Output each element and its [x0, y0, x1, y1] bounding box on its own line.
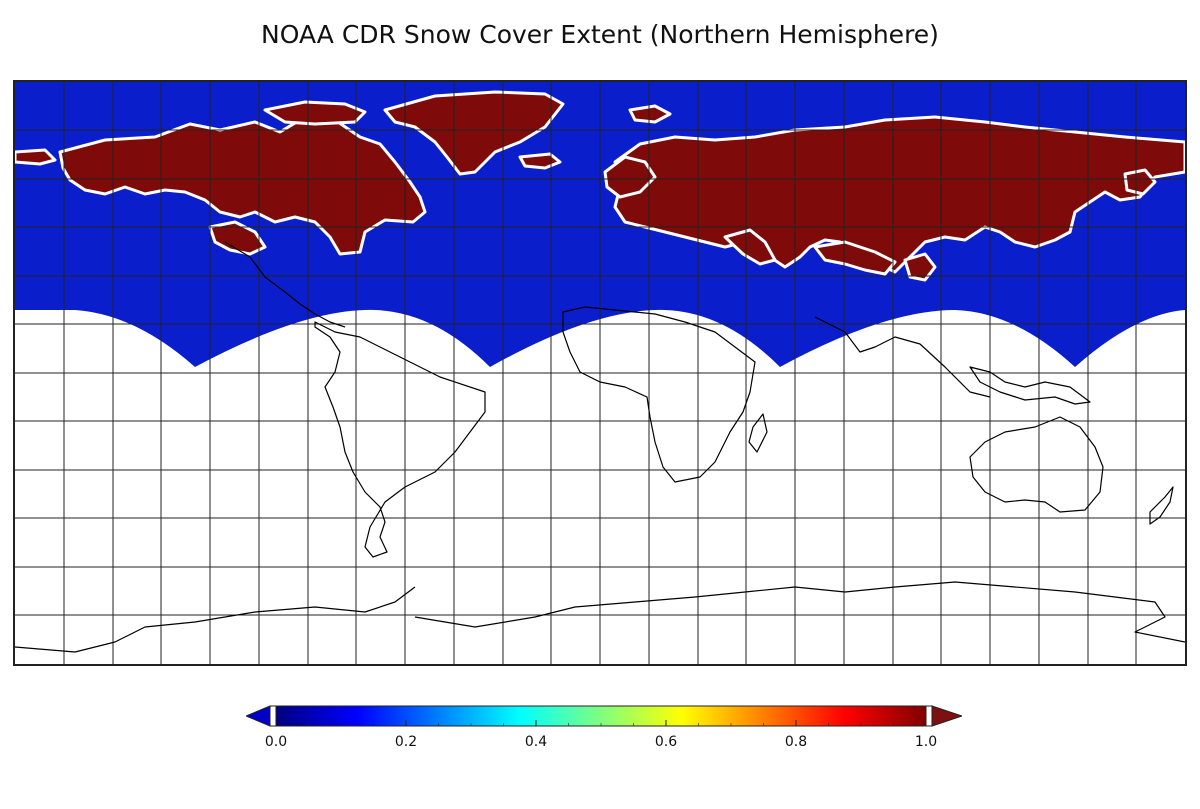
snow-north-america: [58, 115, 427, 256]
colorbar-tick-label: 0.2: [395, 734, 417, 750]
graticule: [15, 82, 1185, 664]
snow-greenland: [383, 90, 565, 176]
colorbar-extend-max-gap: [925, 705, 933, 727]
snow-central-asia: [723, 228, 777, 266]
snow-kamchatka: [1123, 168, 1157, 196]
snow-eurasia: [613, 115, 1185, 274]
coast-new-zealand: [1149, 486, 1174, 525]
map-svg: [15, 82, 1185, 664]
colorbar-tick-label: 0.0: [265, 734, 287, 750]
colorbar-extend-min-arrow: [246, 705, 271, 727]
colorbar-tick-label: 0.4: [525, 734, 547, 750]
snow-scandinavia: [603, 155, 657, 199]
coast-australia: [969, 416, 1104, 513]
coast-antarctica: [15, 581, 1185, 653]
colorbar-tick-label: 0.6: [655, 734, 677, 750]
snow-svalbard: [628, 104, 672, 124]
coast-madagascar: [748, 413, 768, 453]
map-panel: [13, 80, 1187, 666]
snow-arctic-islands: [263, 100, 367, 126]
coast-north-america: [224, 241, 346, 328]
colorbar-extend-min-gap: [269, 705, 277, 727]
snow-iceland: [518, 152, 562, 170]
coast-south-america: [314, 321, 486, 558]
coast-southeast-asia-islands: [969, 366, 1091, 405]
snow-plateau-patch: [903, 252, 937, 282]
snow-cover-regions: [15, 90, 1185, 282]
colorbar: 0.0 0.2 0.4 0.6 0.8 1.0: [246, 705, 962, 750]
snow-great-lakes-patch: [208, 220, 267, 256]
colorbar-tick-label: 1.0: [915, 734, 937, 750]
coastlines: [15, 241, 1185, 653]
colorbar-extend-max-arrow: [931, 705, 962, 727]
coast-africa: [562, 306, 756, 483]
colorbar-ticks: 0.0 0.2 0.4 0.6 0.8 1.0: [265, 720, 937, 750]
page-title: NOAA CDR Snow Cover Extent (Northern Hem…: [261, 20, 939, 49]
colorbar-tick-label: 0.8: [785, 734, 807, 750]
coast-south-asia: [814, 316, 991, 398]
snow-alaska-tip: [15, 148, 57, 166]
snow-tibet: [813, 240, 897, 276]
